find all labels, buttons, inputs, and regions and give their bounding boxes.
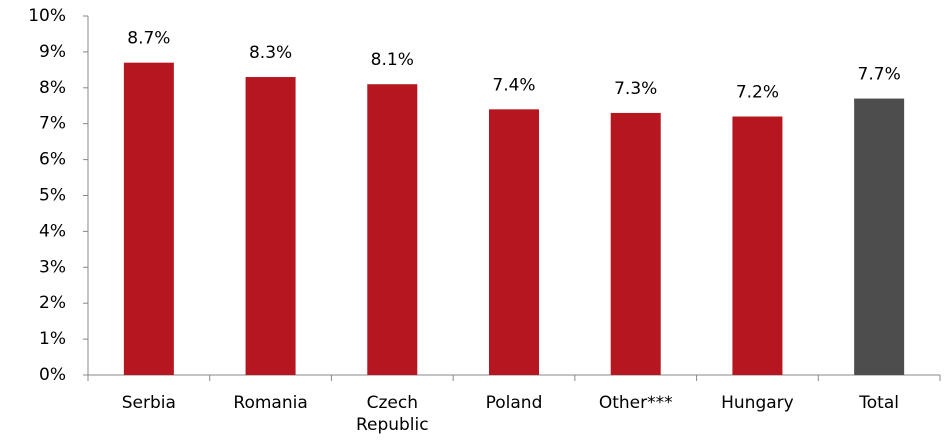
bar bbox=[854, 98, 905, 375]
x-tick-label: Hungary bbox=[721, 393, 794, 413]
data-label: 8.1% bbox=[371, 50, 414, 70]
x-tick-label: Total bbox=[859, 393, 899, 413]
bar bbox=[245, 77, 296, 375]
y-tick-label: 4% bbox=[39, 221, 66, 241]
y-tick-label: 6% bbox=[39, 150, 66, 170]
y-tick-label: 0% bbox=[39, 365, 66, 385]
bar bbox=[367, 84, 418, 376]
y-tick-label: 9% bbox=[39, 42, 66, 62]
y-tick-label: 3% bbox=[39, 257, 66, 277]
y-tick-label: 2% bbox=[39, 293, 66, 313]
data-label: 8.7% bbox=[127, 29, 170, 49]
bar bbox=[610, 112, 661, 376]
x-tick-label: Romania bbox=[233, 393, 308, 413]
y-tick-label: 7% bbox=[39, 114, 66, 134]
data-label: 7.4% bbox=[492, 75, 535, 95]
y-tick-label: 5% bbox=[39, 186, 66, 206]
x-tick-label: Serbia bbox=[121, 393, 176, 413]
y-tick-label: 8% bbox=[39, 78, 66, 98]
y-tick-label: 10% bbox=[28, 6, 66, 26]
bar bbox=[732, 116, 783, 376]
x-tick-label: Poland bbox=[485, 393, 543, 413]
bar bbox=[489, 109, 539, 375]
bar bbox=[123, 62, 174, 376]
data-label: 7.7% bbox=[858, 65, 901, 85]
data-label: 7.2% bbox=[736, 83, 779, 103]
x-tick-label: Other*** bbox=[598, 393, 673, 413]
data-label: 7.3% bbox=[614, 79, 657, 99]
y-tick-label: 1% bbox=[39, 329, 66, 349]
x-tick-label: Czech Republic bbox=[355, 393, 429, 435]
data-label: 8.3% bbox=[249, 43, 292, 63]
